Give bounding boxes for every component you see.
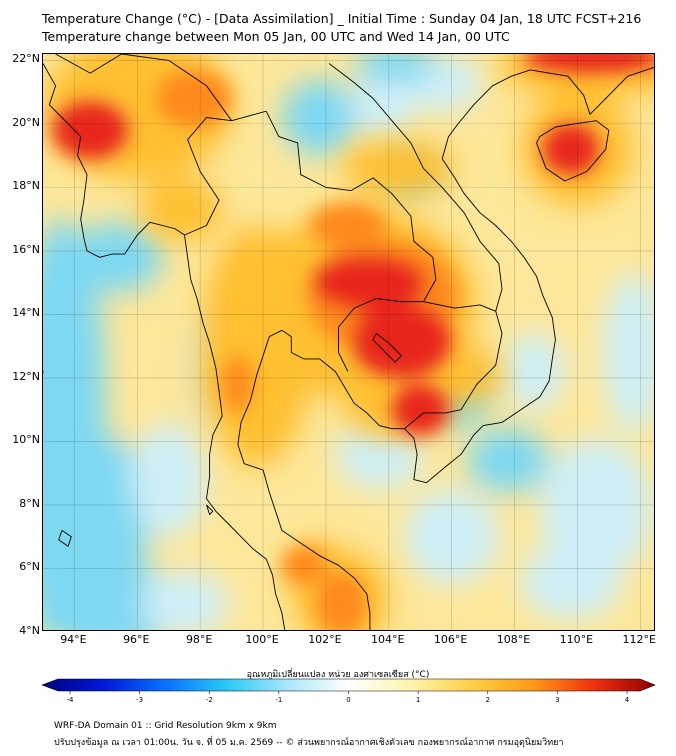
colorbar-tick-label: -3 <box>136 696 143 704</box>
lon-label: 106°E <box>433 633 468 646</box>
lon-label: 100°E <box>245 633 279 646</box>
colorbar-tick-label: 3 <box>555 696 559 704</box>
colorbar-tick-label: 0 <box>346 696 350 704</box>
colorbar-title: อุณหภูมิเปลี่ยนแปลง หน่วย องศาเซลเซียส (… <box>246 670 430 680</box>
lat-label: 14°N <box>12 306 40 320</box>
lat-label: 16°N <box>12 242 40 256</box>
lon-label: 104°E <box>371 633 405 646</box>
update-credit: ปรับปรุงข้อมูล ณ เวลา 01:00น. วัน จ. ที่… <box>54 738 564 748</box>
colorbar-tick-label: 1 <box>416 696 420 704</box>
colorbar-tick-label: -2 <box>206 696 213 704</box>
model-info: WRF-DA Domain 01 :: Grid Resolution 9km … <box>54 721 277 731</box>
lat-label: 8°N <box>19 496 40 510</box>
lat-label: 18°N <box>12 179 40 193</box>
lat-label: 12°N <box>12 369 40 383</box>
lat-label: 4°N <box>19 624 40 637</box>
map-subtitle: Temperature change between Mon 05 Jan, 0… <box>42 29 510 44</box>
lon-label: 96°E <box>123 633 150 646</box>
colorbar: -4 -3 -2 -1 0 1 2 3 4 <box>41 678 656 704</box>
colorbar-tick-label: 2 <box>486 696 490 704</box>
lat-label: 20°N <box>12 115 40 129</box>
colorbar-ticks: -4 -3 -2 -1 0 1 2 3 4 <box>67 691 630 704</box>
strong-warming-areas <box>52 54 654 630</box>
lon-label: 94°E <box>60 633 87 646</box>
lon-label: 110°E <box>559 633 594 646</box>
temperature-map <box>42 53 655 631</box>
lat-label: 22°N <box>12 52 40 66</box>
colorbar-tick-label: 4 <box>625 696 630 704</box>
lat-lon-gridlines <box>43 54 654 630</box>
colorbar-gradient <box>41 678 656 692</box>
colorbar-tick-label: -4 <box>67 696 75 704</box>
lat-label: 10°N <box>12 433 40 447</box>
lon-label: 102°E <box>308 633 342 646</box>
map-title: Temperature Change (°C) - [Data Assimila… <box>42 11 642 26</box>
coastlines-borders <box>43 54 654 630</box>
lon-label: 108°E <box>496 633 531 646</box>
lat-label: 6°N <box>19 560 40 574</box>
lon-label: 112°E <box>622 633 656 646</box>
lon-label: 98°E <box>185 633 213 646</box>
colorbar-tick-label: -1 <box>275 696 282 704</box>
map-canvas <box>43 54 654 630</box>
